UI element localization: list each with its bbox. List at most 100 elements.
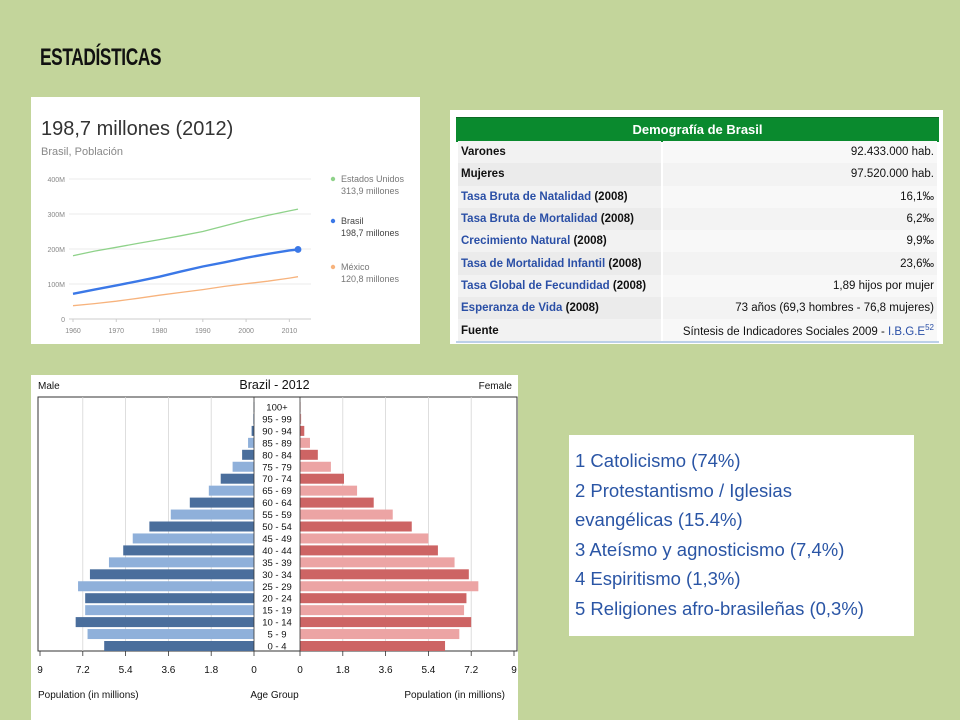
row-label[interactable]: Tasa Bruta de Mortalidad [461,213,598,226]
row-year: (2008) [609,279,647,292]
demographics-table: Varones 92.433.000 hab. Mujeres 97.520.000 … [456,141,939,342]
source-link[interactable]: I.B.G.E [888,325,926,338]
source-label: Fuente [461,324,499,337]
female-bar [300,461,331,472]
pyramid-bars [75,397,479,651]
pyramid-x-tick-label: 7.2 [76,665,90,676]
source-label-cell: Fuente [458,319,662,342]
source-text: Síntesis de Indicadores Sociales 2009 - [682,325,889,338]
x-tick-label: 2010 [282,328,298,335]
population-legend: Estados Unidos 313,9 millones Brasil 198… [330,174,405,284]
y-tick-label: 100M [47,282,65,289]
row-value: 97.520.000 hab. [663,163,937,186]
row-label[interactable]: Tasa de Mortalidad Infantil [461,257,606,270]
age-group-label: 90 - 94 [262,426,292,437]
row-label[interactable]: Tasa Global de Fecundidad [461,279,610,292]
age-group-label: 40 - 44 [262,546,292,557]
population-series [72,208,302,307]
demographics-table-header: Demografía de Brasil [456,117,939,142]
female-bar [300,425,305,436]
female-bar [300,629,460,640]
row-year: (2008) [597,213,634,226]
table-row: Crecimiento Natural (2008) 9,9‰ [458,230,937,253]
age-group-label: 75 - 79 [262,462,292,473]
row-label[interactable]: Crecimiento Natural [461,235,571,248]
y-tick-label: 200M [47,247,65,254]
female-bar [300,581,479,592]
male-bar [89,569,254,580]
female-bar [300,485,358,496]
male-bar [85,593,254,604]
source-reference[interactable]: 52 [925,323,934,333]
pyramid-x-tick-label: 1.8 [336,665,350,676]
male-bar [123,545,254,556]
pyramid-title: Brazil - 2012 [239,378,309,392]
religion-list: 1 Catolicismo (74%) 2 Protestantismo / I… [575,446,910,623]
male-bar [75,617,254,628]
table-row-source: Fuente Síntesis de Indicadores Sociales 2… [458,319,937,342]
table-row: Varones 92.433.000 hab. [458,141,937,164]
row-label[interactable]: Esperanza de Vida [461,302,563,315]
table-row: Esperanza de Vida (2008) 73 años (69,3 ho… [458,297,937,320]
age-group-label: 45 - 49 [262,534,292,545]
female-bar [300,545,438,556]
table-row: Tasa Bruta de Mortalidad (2008) 6,2‰ [458,207,937,231]
series-endpoint-brasil [294,246,302,253]
age-group-label: 95 - 99 [262,414,292,425]
population-chart-panel: 198,7 millones (2012) Brasil, Población … [31,97,420,344]
age-group-label: 80 - 84 [262,450,292,461]
pyramid-frame [37,396,518,652]
age-group-label: 100+ [266,403,288,414]
age-group-label: 35 - 39 [262,558,292,569]
legend-brasil-name: Brasil [341,216,364,226]
male-bar [87,629,254,640]
pyramid-x-right-label: Population (in millions) [404,690,505,701]
male-bar [248,437,254,448]
male-bar [220,473,254,484]
age-group-label: 25 - 29 [262,582,292,593]
age-group-label: 20 - 24 [262,594,292,605]
male-bar [170,509,254,520]
male-bar [189,497,254,508]
row-label-cell: Crecimiento Natural (2008) [458,230,662,253]
legend-dot-brasil [330,218,336,224]
table-bottom-border [456,341,939,343]
row-year: (2008) [570,235,607,248]
pyramid-x-tick-label: 3.6 [161,665,175,676]
row-label-cell: Tasa de Mortalidad Infantil (2008) [458,252,662,275]
demographics-table-panel: Demografía de Brasil Varones 92.433.000 h… [450,110,943,344]
age-group-label: 50 - 54 [262,522,292,533]
female-bar [300,521,412,532]
row-label: Mujeres [461,168,505,181]
row-label-cell: Varones [458,141,662,164]
row-value: 92.433.000 hab. [663,141,937,164]
row-label-cell: Tasa Bruta de Natalidad (2008) [458,185,662,208]
legend-mexico-value: 120,8 millones [341,274,400,284]
row-label: Varones [461,146,506,159]
female-bar [300,533,429,544]
row-year: (2008) [605,257,642,270]
x-tick-label: 1960 [65,328,81,335]
female-bar [300,557,455,568]
pyramid-x-tick-label: 9 [37,665,43,676]
male-bar [149,521,254,532]
religion-item: 4 Espiritismo (1,3%) [575,568,741,589]
age-group-label: 15 - 19 [262,606,292,617]
legend-dot-usa [330,176,336,182]
population-x-axis: 1960 1970 1980 1990 2000 2010 [65,319,297,335]
age-group-label: 65 - 69 [262,486,292,497]
x-tick-label: 1990 [195,328,211,335]
row-label-cell: Tasa Global de Fecundidad (2008) [458,274,662,298]
male-bar [104,641,254,651]
age-group-label: 0 - 4 [267,642,286,653]
pyramid-x-center-label: Age Group [250,690,299,701]
male-bar [85,605,254,616]
series-line-mexico [72,276,299,307]
row-label[interactable]: Tasa Bruta de Natalidad [461,190,592,203]
row-value: 23,6‰ [663,252,937,275]
table-row: Tasa Global de Fecundidad (2008) 1,89 hij… [458,274,937,298]
male-bar [108,557,254,568]
series-line-usa [72,208,299,257]
row-value: 9,9‰ [663,230,937,253]
